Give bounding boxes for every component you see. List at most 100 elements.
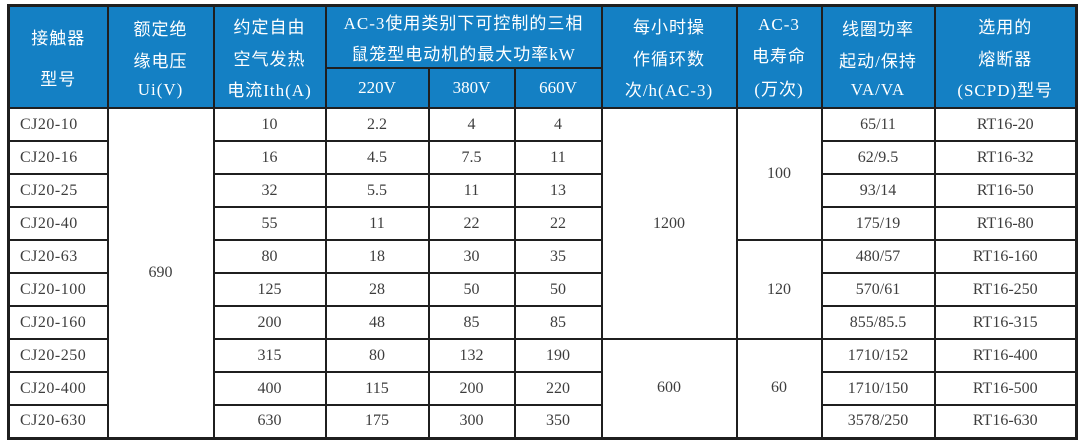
coil-power-cell: 855/85.5 bbox=[820, 305, 936, 340]
thermal-current-cell: 16 bbox=[212, 140, 327, 175]
power-660v-cell: 85 bbox=[513, 305, 603, 340]
header-electrical-life: AC-3 电寿命 (万次) bbox=[735, 4, 823, 109]
power-660v-cell: 22 bbox=[513, 206, 603, 241]
header-cycles-line3: 次/h(AC-3) bbox=[624, 80, 714, 100]
table-row: CJ20-10 690 10 2.2 4 4 1200 100 65/11 RT… bbox=[7, 107, 1078, 439]
model-cell: CJ20-16 bbox=[7, 140, 109, 175]
header-insulation-voltage-line1: 额定绝 bbox=[133, 19, 188, 39]
header-electrical-life-line3: (万次) bbox=[754, 79, 804, 99]
power-220v-cell: 18 bbox=[324, 239, 430, 274]
model-cell: CJ20-100 bbox=[7, 272, 109, 307]
model-cell: CJ20-630 bbox=[7, 404, 109, 439]
header-ac3-power-line1: AC-3使用类别下可控制的三相 bbox=[343, 13, 584, 33]
power-220v-cell: 11 bbox=[324, 206, 430, 241]
power-380v-cell: 200 bbox=[427, 371, 516, 406]
header-fuse-line2: 熔断器 bbox=[978, 49, 1033, 69]
header-model-line2: 型号 bbox=[40, 70, 77, 90]
header-coil-power-line2: 起动/保持 bbox=[839, 52, 917, 71]
header-cycles-line1: 每小时操 bbox=[633, 18, 705, 38]
coil-power-cell: 1710/152 bbox=[820, 338, 936, 373]
insulation-voltage-cell: 690 bbox=[106, 107, 215, 439]
electrical-life-cell: 60 bbox=[735, 338, 823, 439]
header-insulation-voltage-line3: Ui(V) bbox=[137, 79, 184, 99]
header-fuse-line3: (SCPD)型号 bbox=[957, 80, 1054, 100]
header-model: 接触器 型号 bbox=[7, 4, 109, 109]
power-220v-cell: 2.2 bbox=[324, 107, 430, 142]
power-220v-cell: 4.5 bbox=[324, 140, 430, 175]
coil-power-cell: 3578/250 bbox=[820, 404, 936, 439]
header-coil-power-line3: VA/VA bbox=[850, 79, 906, 99]
header-row-2: 220V 380V 660V bbox=[9, 66, 1077, 110]
fuse-model-cell: RT16-400 bbox=[933, 338, 1078, 373]
table-row: CJ20-16 16 4.5 7.5 11 62/9.5 RT16-32 bbox=[7, 140, 1078, 175]
model-cell: CJ20-400 bbox=[7, 371, 109, 406]
thermal-current-cell: 32 bbox=[212, 173, 327, 208]
coil-power-cell: 480/57 bbox=[820, 239, 936, 274]
coil-power-cell: 175/19 bbox=[820, 206, 936, 241]
header-220v: 220V bbox=[324, 66, 430, 110]
model-cell: CJ20-250 bbox=[7, 338, 109, 373]
power-380v-cell: 11 bbox=[427, 173, 516, 208]
power-660v-cell: 13 bbox=[513, 173, 603, 208]
fuse-model-cell: RT16-315 bbox=[933, 305, 1078, 340]
power-380v-cell: 50 bbox=[427, 272, 516, 307]
power-380v-cell: 22 bbox=[427, 206, 516, 241]
header-660v: 660V bbox=[513, 66, 603, 110]
fuse-model-cell: RT16-500 bbox=[933, 371, 1078, 406]
header-insulation-voltage-line2: 缘电压 bbox=[133, 52, 188, 71]
header-thermal-current: 约定自由 空气发热 电流Ith(A) bbox=[212, 4, 327, 109]
header-380v: 380V bbox=[427, 66, 516, 110]
electrical-life-cell: 100 bbox=[735, 107, 823, 241]
fuse-model-cell: RT16-20 bbox=[933, 107, 1078, 142]
power-220v-cell: 28 bbox=[324, 272, 430, 307]
thermal-current-cell: 80 bbox=[212, 239, 327, 274]
header-insulation-voltage: 额定绝 缘电压 Ui(V) bbox=[106, 4, 215, 109]
power-220v-cell: 80 bbox=[324, 338, 430, 373]
header-cycles: 每小时操 作循环数 次/h(AC-3) bbox=[600, 4, 738, 109]
table-header: 接触器 型号 额定绝 缘电压 Ui(V) 约定自由 空气发热 电流Ith(A) bbox=[7, 4, 1078, 110]
fuse-model-cell: RT16-50 bbox=[933, 173, 1078, 208]
table-body: CJ20-10 690 10 2.2 4 4 1200 100 65/11 RT… bbox=[7, 107, 1078, 439]
power-220v-cell: 48 bbox=[324, 305, 430, 340]
power-380v-cell: 132 bbox=[427, 338, 516, 373]
header-electrical-life-line1: AC-3 bbox=[758, 14, 800, 34]
power-660v-cell: 190 bbox=[513, 338, 603, 373]
power-220v-cell: 5.5 bbox=[324, 173, 430, 208]
coil-power-cell: 570/61 bbox=[820, 272, 936, 307]
power-380v-cell: 30 bbox=[427, 239, 516, 274]
power-380v-cell: 7.5 bbox=[427, 140, 516, 175]
thermal-current-cell: 10 bbox=[212, 107, 327, 142]
thermal-current-cell: 55 bbox=[212, 206, 327, 241]
power-660v-cell: 350 bbox=[513, 404, 603, 439]
header-ac3-power-line2: 鼠笼型电动机的最大功率kW bbox=[351, 44, 576, 64]
thermal-current-cell: 200 bbox=[212, 305, 327, 340]
power-660v-cell: 50 bbox=[513, 272, 603, 307]
table-row: CJ20-100 125 28 50 50 570/61 RT16-250 bbox=[7, 272, 1078, 307]
model-cell: CJ20-10 bbox=[7, 107, 109, 142]
power-660v-cell: 11 bbox=[513, 140, 603, 175]
header-ac3-power: AC-3使用类别下可控制的三相 鼠笼型电动机的最大功率kW bbox=[324, 4, 603, 69]
header-thermal-current-line2: 空气发热 bbox=[233, 49, 306, 69]
header-thermal-current-line3: 电流Ith(A) bbox=[227, 80, 312, 100]
table-row: CJ20-630 630 175 300 350 3578/250 RT16-6… bbox=[7, 404, 1078, 439]
table-row: CJ20-160 200 48 85 85 855/85.5 RT16-315 bbox=[7, 305, 1078, 340]
power-660v-cell: 35 bbox=[513, 239, 603, 274]
fuse-model-cell: RT16-80 bbox=[933, 206, 1078, 241]
coil-power-cell: 93/14 bbox=[820, 173, 936, 208]
contactor-spec-table: 接触器 型号 额定绝 缘电压 Ui(V) 约定自由 空气发热 电流Ith(A) bbox=[7, 4, 1078, 440]
thermal-current-cell: 315 bbox=[212, 338, 327, 373]
table-row: CJ20-400 400 115 200 220 1710/150 RT16-5… bbox=[7, 371, 1078, 406]
header-fuse: 选用的 熔断器 (SCPD)型号 bbox=[933, 4, 1078, 109]
coil-power-cell: 62/9.5 bbox=[820, 140, 936, 175]
model-cell: CJ20-160 bbox=[7, 305, 109, 340]
header-coil-power: 线圈功率 起动/保持 VA/VA bbox=[820, 4, 936, 109]
header-electrical-life-line2: 电寿命 bbox=[752, 47, 806, 66]
thermal-current-cell: 630 bbox=[212, 404, 327, 439]
header-row-1: 接触器 型号 额定绝 缘电压 Ui(V) 约定自由 空气发热 电流Ith(A) bbox=[7, 4, 1078, 109]
model-cell: CJ20-25 bbox=[7, 173, 109, 208]
table-row: CJ20-250 315 80 132 190 600 60 1710/152 … bbox=[7, 338, 1078, 439]
cycles-per-hour-cell: 600 bbox=[600, 338, 738, 439]
fuse-model-cell: RT16-630 bbox=[933, 404, 1078, 439]
table-row: CJ20-63 80 18 30 35 120 480/57 RT16-160 bbox=[7, 239, 1078, 340]
fuse-model-cell: RT16-160 bbox=[933, 239, 1078, 274]
